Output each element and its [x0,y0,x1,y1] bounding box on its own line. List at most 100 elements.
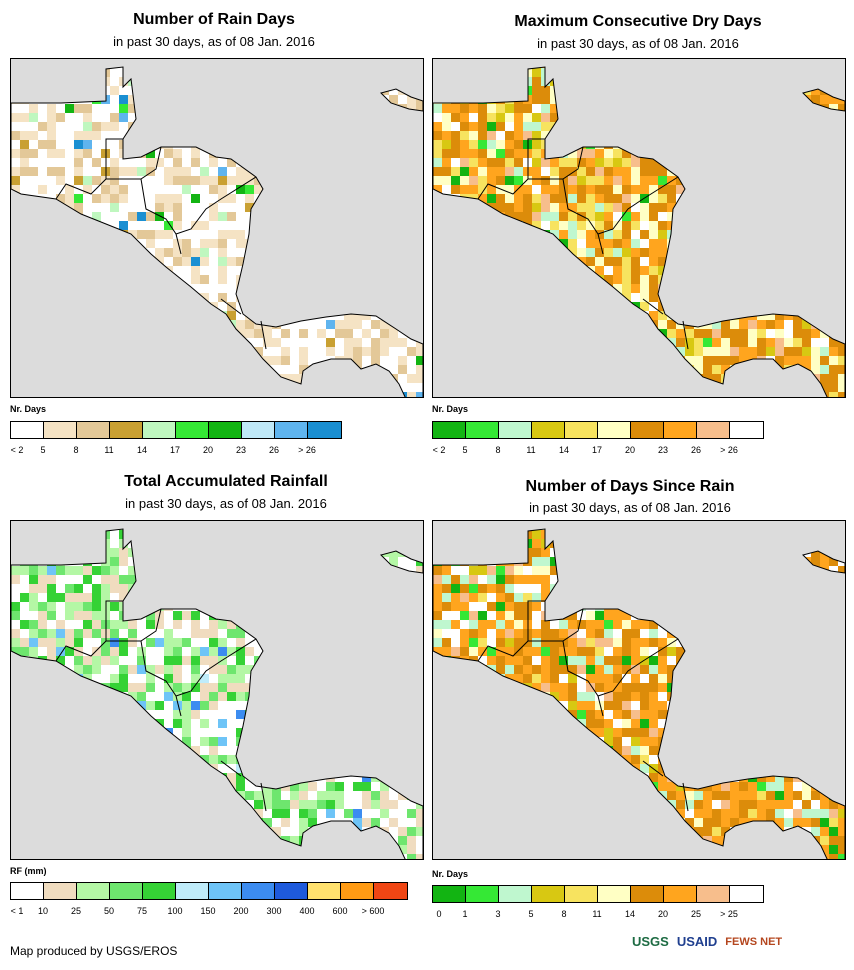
country-border [477,138,545,200]
panel-4-legend-labels: 0 1 3 5 8 11 14 20 25 > 25 [432,909,762,921]
country-border [220,298,242,315]
agency-logos: USGS USAID FEWS NET [632,934,782,949]
coastline [802,550,845,574]
country-border [642,298,664,315]
legend-swatch [209,422,242,438]
country-border [220,760,242,777]
legend-label: < 2 [10,445,24,455]
legend-swatch [77,883,110,899]
legend-swatch [275,883,308,899]
country-border [562,640,604,717]
legend-swatch [11,883,44,899]
legend-swatch [466,422,499,438]
grid-cells [433,67,845,397]
legend-swatch [143,883,176,899]
legend-swatch [631,422,664,438]
coastline [433,66,845,397]
country-border [260,320,267,350]
legend-label: 150 [200,906,216,916]
legend-swatch [697,422,730,438]
panel-4-title: Number of Days Since Rain [525,478,735,495]
legend-swatch [44,883,77,899]
country-border [562,178,604,255]
legend-swatch [730,886,763,902]
country-border [682,782,689,812]
legend-label: 600 [332,906,348,916]
legend-swatch [565,422,598,438]
country-border [140,178,182,255]
legend-label: 11 [592,909,602,919]
legend-swatch [308,422,341,438]
legend-swatch [598,422,631,438]
panel-1-legend-labels: < 2 5 8 11 14 17 20 23 26 > 26 [10,445,340,457]
legend-label: 300 [266,906,282,916]
legend-label: 23 [235,445,247,455]
legend-swatch [565,886,598,902]
panel-2-title: Maximum Consecutive Dry Days [514,13,762,30]
panel-1-title: Number of Rain Days [133,11,295,28]
grid-cells [433,529,845,859]
country-border [597,176,679,235]
country-border [682,320,689,350]
legend-swatch [598,886,631,902]
legend-swatch [176,883,209,899]
country-border [477,600,545,662]
legend-label: 10 [37,906,49,916]
legend-swatch [433,886,466,902]
usgs-logo: USGS [632,934,669,949]
legend-swatch [77,422,110,438]
panel-3-legend [10,882,408,900]
legend-label: 8 [495,445,501,455]
legend-swatch [242,883,275,899]
panel-2-subtitle: in past 30 days, as of 08 Jan. 2016 [537,36,739,51]
legend-swatch [664,422,697,438]
legend-swatch [532,886,565,902]
legend-swatch [697,886,730,902]
legend-swatch [11,422,44,438]
coastline [380,88,423,112]
panel-2-legend-title: Nr. Days [432,404,469,414]
country-border [175,638,257,697]
coastline [11,528,423,859]
grid-cells [11,529,423,859]
panel-1-map [10,58,424,398]
legend-swatch [110,883,143,899]
panel-3-legend-labels: < 1 10 25 50 75 100 150 200 300 400 600 > 600 [10,906,406,918]
legend-swatch [176,422,209,438]
legend-label: 23 [657,445,669,455]
panel-1-subtitle: in past 30 days, as of 08 Jan. 2016 [113,34,315,49]
country-border [55,600,123,662]
panel-3-legend-title: RF (mm) [10,866,47,876]
country-border [642,760,664,777]
legend-label: 5 [40,445,46,455]
legend-swatch [631,886,664,902]
legend-swatch [110,422,143,438]
legend-label: > 25 [720,909,738,919]
legend-swatch [532,422,565,438]
legend-swatch [341,883,374,899]
fews-net-logo: FEWS NET [725,935,783,948]
legend-swatch [374,883,407,899]
grid-cells [11,67,423,397]
legend-swatch [275,422,308,438]
legend-swatch [433,422,466,438]
panel-4-map [432,520,846,860]
legend-label: 100 [167,906,183,916]
coastline [802,88,845,112]
legend-label: < 1 [10,906,24,916]
legend-swatch [499,422,532,438]
panel-4-legend-title: Nr. Days [432,869,469,879]
legend-swatch [242,422,275,438]
country-border [55,138,123,200]
usaid-logo: USAID [676,934,718,949]
legend-label: 5 [528,909,534,919]
legend-label: 14 [624,909,636,919]
legend-swatch [143,422,176,438]
legend-swatch [308,883,341,899]
panel-2-legend-labels: < 2 5 8 11 14 17 20 23 26 > 26 [432,445,762,457]
panel-3-map [10,520,424,860]
legend-label: 8 [73,445,79,455]
country-border [260,782,267,812]
panel-3-subtitle: in past 30 days, as of 08 Jan. 2016 [125,496,327,511]
legend-label: 25 [70,906,82,916]
